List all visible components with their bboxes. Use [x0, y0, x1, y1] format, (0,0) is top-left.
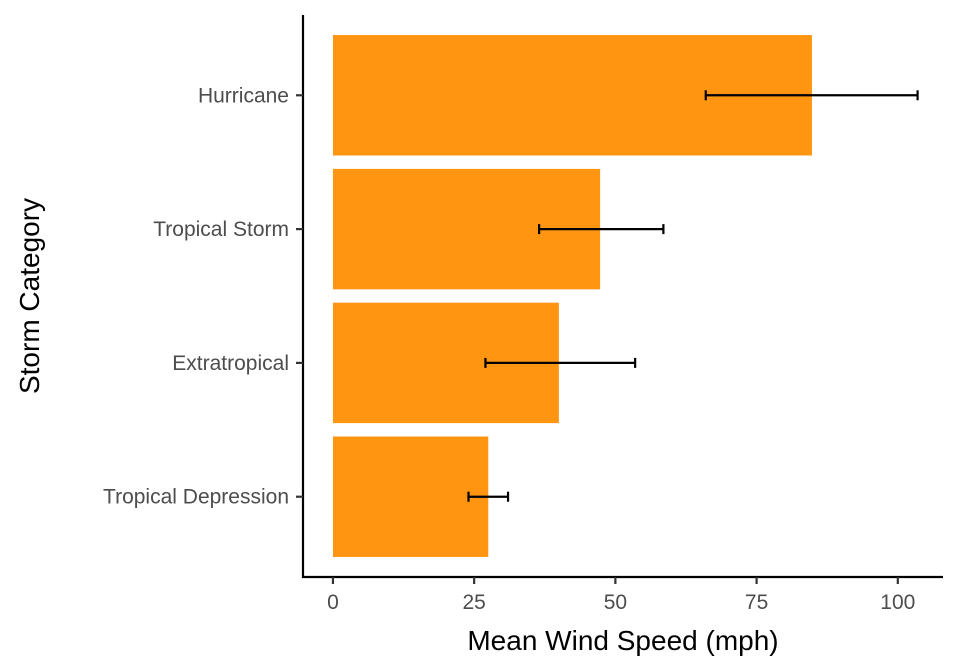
y-ticks-group: Tropical Depression Extratropical Tropical…: [103, 84, 303, 509]
x-axis-title: Mean Wind Speed (mph): [467, 625, 778, 656]
x-tick-label: 0: [327, 591, 339, 614]
y-tick-label: Tropical Storm: [153, 218, 289, 241]
bars-group: [332, 35, 812, 557]
error-bar-hurricane: [704, 90, 919, 101]
error-bar-extratropical: [484, 357, 637, 368]
error-bar-tropical-depression: [467, 491, 510, 502]
x-tick-label: 75: [745, 591, 768, 614]
y-axis-title: Storm Category: [14, 198, 45, 394]
bar-tropical-depression: [332, 436, 489, 557]
x-tick-label: 25: [462, 591, 485, 614]
error-bar-tropical-storm: [538, 224, 665, 235]
y-tick-label: Tropical Depression: [103, 486, 289, 509]
x-ticks-group: 0 25 50 75 100: [327, 577, 915, 614]
x-tick-label: 50: [604, 591, 627, 614]
y-tick-label: Extratropical: [172, 352, 289, 375]
x-tick-label: 100: [880, 591, 915, 614]
error-bars-group: [467, 90, 919, 502]
y-tick-label: Hurricane: [198, 84, 289, 107]
